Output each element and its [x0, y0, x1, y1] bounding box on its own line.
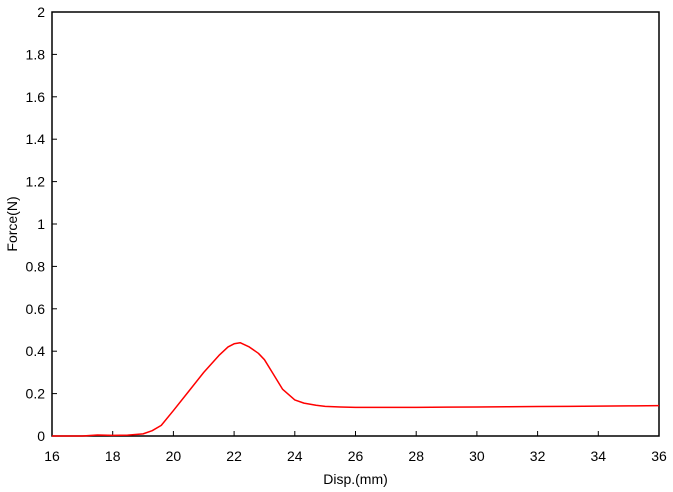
x-axis-title: Disp.(mm) — [323, 471, 388, 487]
y-tick-label: 1.8 — [26, 46, 46, 62]
y-tick-label: 1.2 — [26, 174, 46, 190]
y-tick-label: 0 — [37, 428, 45, 444]
x-tick-label: 26 — [348, 448, 364, 464]
y-axis-title: Force(N) — [4, 196, 20, 251]
x-tick-label: 18 — [105, 448, 121, 464]
x-tick-label: 32 — [530, 448, 546, 464]
x-tick-label: 24 — [287, 448, 303, 464]
x-tick-label: 34 — [591, 448, 607, 464]
y-tick-label: 1.4 — [26, 131, 46, 147]
y-axis-ticks: 0 0.2 0.4 0.6 0.8 1 1.2 1.4 1.6 1.8 2 — [26, 4, 57, 444]
y-tick-label: 1.6 — [26, 89, 46, 105]
x-tick-label: 28 — [408, 448, 424, 464]
x-tick-label: 22 — [226, 448, 242, 464]
x-axis-ticks: 16 18 20 22 24 26 28 30 32 34 36 — [44, 431, 667, 464]
series-line — [52, 341, 660, 437]
x-tick-label: 16 — [44, 448, 60, 464]
y-tick-label: 0.8 — [26, 258, 46, 274]
plot-area-border — [51, 11, 660, 437]
y-tick-label: 2 — [37, 4, 45, 20]
y-tick-label: 0.2 — [26, 386, 46, 402]
y-tick-label: 0.4 — [26, 343, 46, 359]
x-tick-label: 30 — [469, 448, 485, 464]
x-tick-label: 36 — [651, 448, 667, 464]
x-tick-label: 20 — [166, 448, 182, 464]
y-tick-label: 0.6 — [26, 301, 46, 317]
series-layer — [52, 341, 660, 437]
y-tick-label: 1 — [37, 216, 45, 232]
